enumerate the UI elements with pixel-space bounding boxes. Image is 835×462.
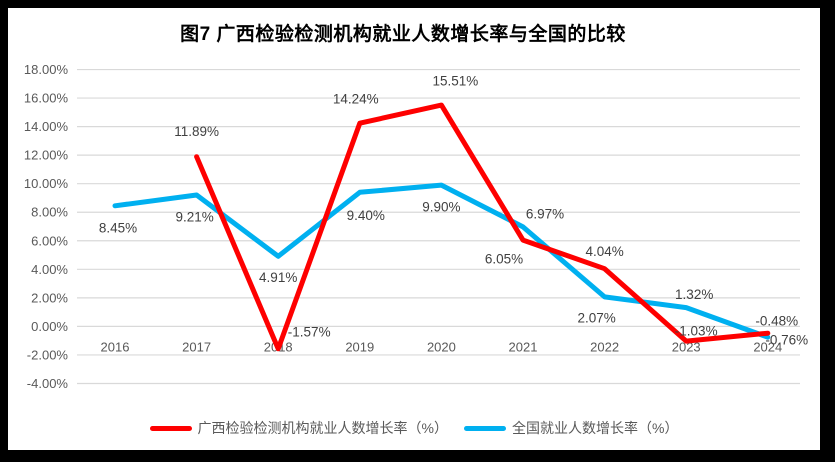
y-axis-tick-label: 6.00%: [31, 233, 68, 248]
x-axis-tick-label: 2019: [345, 340, 374, 355]
data-label: 4.04%: [585, 244, 623, 259]
data-label: 2.07%: [577, 310, 615, 325]
blue-line-legend-marker-icon: [464, 425, 506, 431]
data-label: 14.24%: [333, 92, 379, 107]
data-label: 11.89%: [174, 124, 219, 139]
data-label: 8.45%: [99, 220, 137, 235]
y-axis-tick-label: 18.00%: [24, 62, 69, 77]
y-axis-tick-label: 4.00%: [31, 262, 68, 277]
data-label: 15.51%: [433, 74, 479, 89]
x-axis-tick-label: 2021: [509, 340, 538, 355]
chart-surface: 图7 广西检验检测机构就业人数增长率与全国的比较 18.00% 16.00% 14.…: [8, 8, 820, 450]
line-chart-plot-area: 18.00% 16.00% 14.00% 12.00% 10.00% 8.00% 6.00%…: [24, 62, 808, 391]
data-label: -1.03%: [675, 324, 718, 339]
legend-item-guangxi-series: 广西检验检测机构就业人数增长率（%）: [149, 418, 448, 438]
x-axis-tick-label: 2022: [590, 340, 619, 355]
y-axis-tick-label: 12.00%: [24, 148, 69, 163]
data-label: 9.40%: [347, 208, 385, 223]
legend-label-national-series: 全国就业人数增长率（%）: [512, 420, 679, 436]
data-label: 9.90%: [422, 200, 460, 215]
data-label: -0.48%: [755, 314, 798, 329]
legend-label-guangxi-series: 广西检验检测机构就业人数增长率（%）: [197, 420, 448, 436]
x-axis-tick-label: 2023: [672, 340, 701, 355]
data-label: 1.32%: [675, 287, 713, 302]
chart-legend: 广西检验检测机构就业人数增长率（%） 全国就业人数增长率（%）: [8, 417, 820, 439]
data-label: 9.21%: [175, 209, 213, 224]
y-axis-tick-label: 10.00%: [24, 176, 69, 191]
x-axis-tick-label: 2024: [753, 340, 782, 355]
x-axis-tick-label: 2020: [427, 340, 456, 355]
y-axis-tick-label: -2.00%: [27, 347, 69, 362]
data-label: 6.97%: [526, 206, 564, 221]
x-axis-tick-label: 2016: [101, 340, 130, 355]
data-label: -0.76%: [765, 333, 808, 348]
legend-item-national-series: 全国就业人数增长率（%）: [464, 418, 678, 438]
guangxi-series-line: [194, 102, 771, 352]
y-axis-tick-label: 8.00%: [31, 205, 68, 220]
data-label: 6.05%: [485, 252, 523, 267]
y-axis-tick-label: 16.00%: [24, 91, 69, 106]
chart-title: 图7 广西检验检测机构就业人数增长率与全国的比较: [180, 24, 626, 45]
red-line-legend-marker-icon: [149, 425, 192, 431]
x-axis-tick-label: 2017: [182, 340, 211, 355]
data-label: 4.91%: [259, 270, 297, 285]
y-axis-tick-label: 0.00%: [31, 319, 68, 334]
y-axis-tick-label: -4.00%: [27, 376, 69, 391]
y-axis-tick-label: 2.00%: [31, 290, 68, 305]
y-axis-tick-label: 14.00%: [24, 119, 69, 134]
data-label: -1.57%: [288, 324, 331, 339]
